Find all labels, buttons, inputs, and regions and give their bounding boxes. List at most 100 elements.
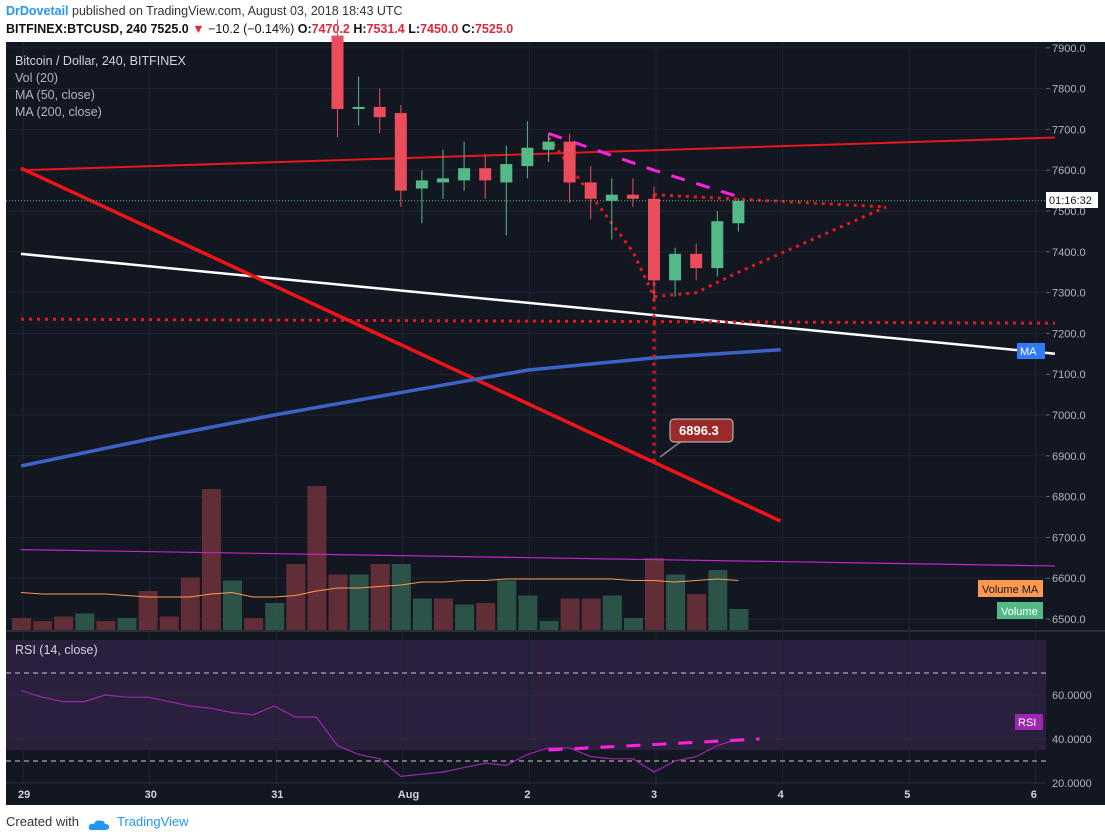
target-price-text: 6896.3 [679, 423, 719, 438]
close-label: C: [461, 22, 475, 36]
volume-bar [539, 621, 559, 630]
purple-trendline[interactable] [20, 549, 1055, 567]
price-change: −10.2 (−0.14%) [208, 22, 295, 36]
volume-bar [370, 564, 390, 630]
volume-bar [476, 603, 496, 630]
candle-body [542, 141, 555, 150]
volume-bar [223, 580, 242, 630]
price-tick-label: 7700.0 [1052, 124, 1086, 136]
time-tick-label: 30 [145, 789, 157, 801]
candle-body [415, 180, 428, 189]
price-tick-label: 6800.0 [1052, 492, 1086, 504]
price-tick-label: 7100.0 [1052, 369, 1086, 381]
candle-body [605, 194, 618, 201]
author-link[interactable]: DrDovetail [6, 4, 69, 18]
open-label: O: [297, 22, 312, 36]
volume-bar [391, 564, 411, 630]
legend-vol: Vol (20) [15, 71, 58, 85]
candle-body [690, 253, 703, 269]
candle-body [521, 147, 534, 167]
price-tick-label: 6500.0 [1052, 614, 1086, 626]
time-tick-label: 2 [524, 789, 530, 801]
time-axis[interactable] [6, 784, 1105, 805]
volume-bar [602, 595, 622, 630]
volume-bar [244, 618, 264, 630]
candle-body [732, 200, 745, 224]
price-tick-label: 7300.0 [1052, 288, 1086, 300]
candle-body [711, 221, 724, 269]
candle-body [648, 198, 660, 281]
time-tick-label: 29 [18, 789, 30, 801]
red-resistance-line[interactable] [20, 136, 1055, 172]
volume-bar [138, 591, 158, 630]
volume-bar [645, 558, 664, 630]
price-axis[interactable] [1046, 42, 1105, 784]
price-tick-label: 7600.0 [1052, 165, 1086, 177]
rsi-legend: RSI (14, close) [15, 643, 98, 657]
time-tick-label: 3 [651, 789, 657, 801]
countdown-text: 01:16:32 [1049, 195, 1092, 207]
created-with: Created with [6, 814, 79, 829]
low-label: L: [408, 22, 421, 36]
high-label: H: [353, 22, 367, 36]
ma-badge: MA [1017, 343, 1045, 359]
volume-bar [159, 616, 179, 630]
price-tick-label: 7500.0 [1052, 206, 1086, 218]
candle-body [563, 141, 576, 183]
time-tick-label: 6 [1031, 789, 1037, 801]
volume-bar [265, 603, 285, 630]
price-pane[interactable] [6, 42, 1046, 630]
symbol: BITFINEX:BTCUSD, 240 [6, 22, 147, 36]
volume-bar [560, 598, 580, 630]
volume-bar [117, 618, 137, 630]
footer: Created with TradingView [0, 805, 1105, 839]
volume-bar [12, 618, 31, 630]
volume-bar [708, 570, 728, 630]
rsi-tick-label: 40.0000 [1052, 734, 1092, 746]
publish-line: DrDovetail published on TradingView.com,… [6, 4, 403, 18]
volume-bar [180, 577, 200, 630]
rsi-badge-text: RSI [1018, 717, 1036, 729]
neckline-dotted-line[interactable] [653, 193, 887, 209]
time-tick-label: 4 [778, 789, 785, 801]
price-tick-label: 7400.0 [1052, 247, 1086, 259]
volume-bar [729, 609, 749, 630]
volume-badge-text: Volume [1001, 606, 1038, 618]
volume-bar [455, 604, 475, 630]
candle-body [479, 168, 492, 181]
volume-bar [75, 613, 95, 630]
rsi-divergence-line[interactable] [548, 737, 760, 752]
time-tick-label: 31 [271, 789, 283, 801]
rsi-tick-label: 20.0000 [1052, 778, 1092, 790]
volume-ma-badge: Volume MA [978, 580, 1043, 597]
magenta-dashed-line[interactable] [548, 132, 739, 199]
price-tick-label: 7900.0 [1052, 43, 1086, 55]
candle-body [458, 168, 471, 181]
volume-bar [307, 486, 327, 630]
tradingview-brand[interactable]: TradingView [117, 814, 189, 829]
target-price-label[interactable]: 6896.3 [659, 418, 734, 458]
time-tick-label: Aug [398, 789, 419, 801]
candle-body [373, 106, 386, 118]
price-tick-label: 7800.0 [1052, 84, 1086, 96]
chart-header: DrDovetail published on TradingView.com,… [0, 0, 1105, 42]
ma-badge-text: MA [1020, 346, 1037, 358]
white-trendline[interactable] [20, 252, 1056, 356]
price-tick-label: 6900.0 [1052, 451, 1086, 463]
candle-body [394, 113, 407, 191]
volume-bar [201, 489, 221, 630]
legend-title: Bitcoin / Dollar, 240, BITFINEX [15, 54, 187, 68]
last-price: 7525.0 [150, 22, 189, 36]
volume-bar [687, 594, 707, 630]
low-value: 7450.0 [420, 22, 459, 36]
volume-bar [328, 574, 348, 630]
volume-ma-text: Volume MA [982, 584, 1039, 596]
open-value: 7470.2 [311, 22, 350, 36]
candle-body [352, 106, 365, 109]
red-downtrend-line[interactable] [20, 166, 782, 523]
volume-bar [497, 580, 517, 630]
rsi-tick-label: 60.0000 [1052, 690, 1092, 702]
volume-ma-line [20, 578, 739, 598]
volume-bar [518, 595, 538, 630]
